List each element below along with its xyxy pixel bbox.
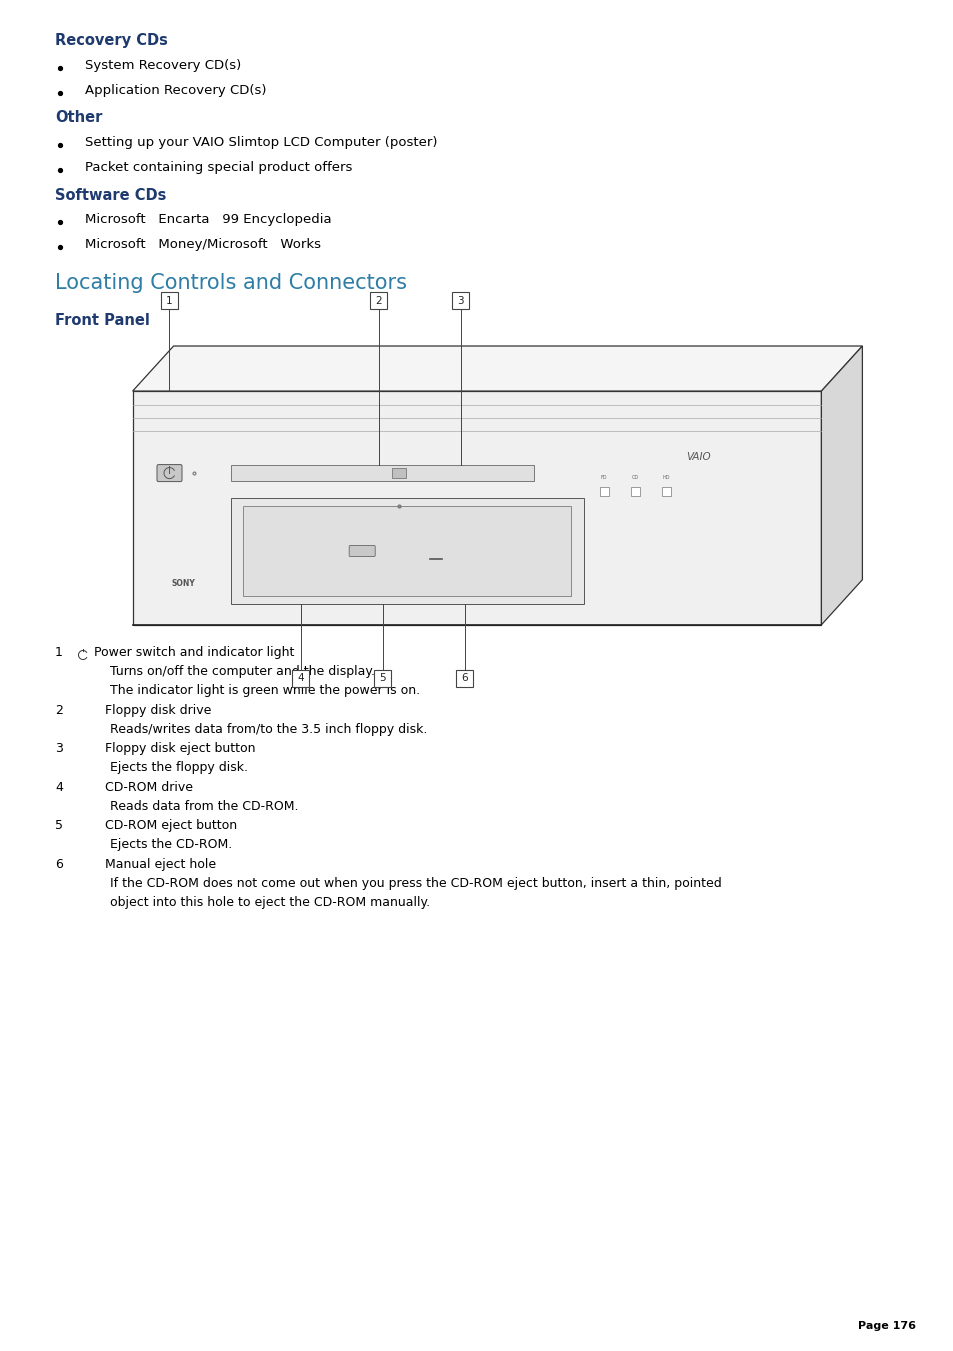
- Text: 2: 2: [55, 704, 63, 717]
- Text: CD-ROM eject button: CD-ROM eject button: [105, 819, 237, 832]
- Text: Packet containing special product offers: Packet containing special product offers: [85, 161, 352, 174]
- Bar: [231, 497, 583, 604]
- Text: object into this hole to eject the CD-ROM manually.: object into this hole to eject the CD-RO…: [110, 896, 430, 909]
- Text: 1: 1: [166, 296, 172, 305]
- Text: VAIO: VAIO: [685, 451, 710, 462]
- Text: Ejects the CD-ROM.: Ejects the CD-ROM.: [110, 838, 232, 851]
- Text: CD-ROM drive: CD-ROM drive: [105, 781, 193, 794]
- Text: Application Recovery CD(s): Application Recovery CD(s): [85, 84, 266, 97]
- Text: Reads/writes data from/to the 3.5 inch floppy disk.: Reads/writes data from/to the 3.5 inch f…: [110, 723, 427, 736]
- Bar: [231, 465, 534, 481]
- Text: 3: 3: [55, 742, 63, 755]
- Text: 2: 2: [375, 296, 381, 305]
- Text: HD: HD: [662, 474, 669, 480]
- Bar: [392, 467, 406, 478]
- Text: 5: 5: [379, 673, 386, 684]
- Text: SONY: SONY: [172, 580, 195, 588]
- Text: Software CDs: Software CDs: [55, 188, 166, 203]
- Polygon shape: [132, 390, 821, 624]
- Text: 5: 5: [55, 819, 63, 832]
- FancyBboxPatch shape: [661, 488, 670, 496]
- Text: 4: 4: [55, 781, 63, 794]
- Text: Other: Other: [55, 109, 102, 126]
- Text: Recovery CDs: Recovery CDs: [55, 32, 168, 49]
- Text: Ejects the floppy disk.: Ejects the floppy disk.: [110, 761, 248, 774]
- Text: Locating Controls and Connectors: Locating Controls and Connectors: [55, 273, 407, 293]
- Text: 6: 6: [55, 858, 63, 871]
- Text: Reads data from the CD-ROM.: Reads data from the CD-ROM.: [110, 800, 298, 813]
- Text: Manual eject hole: Manual eject hole: [105, 858, 216, 871]
- Text: 3: 3: [456, 296, 463, 305]
- Bar: [243, 505, 571, 596]
- Text: Microsoft   Encarta   99 Encyclopedia: Microsoft Encarta 99 Encyclopedia: [85, 213, 332, 226]
- FancyBboxPatch shape: [599, 488, 608, 496]
- Text: 6: 6: [461, 673, 468, 684]
- Polygon shape: [132, 346, 862, 390]
- Text: The indicator light is green while the power is on.: The indicator light is green while the p…: [110, 684, 419, 697]
- FancyBboxPatch shape: [157, 465, 182, 481]
- Bar: [452, 292, 469, 309]
- Polygon shape: [821, 346, 862, 624]
- Text: Power switch and indicator light: Power switch and indicator light: [93, 646, 294, 659]
- Bar: [292, 670, 309, 686]
- FancyBboxPatch shape: [349, 546, 375, 557]
- Text: 4: 4: [297, 673, 304, 684]
- Text: Floppy disk eject button: Floppy disk eject button: [105, 742, 255, 755]
- Text: Front Panel: Front Panel: [55, 313, 150, 328]
- Text: If the CD-ROM does not come out when you press the CD-ROM eject button, insert a: If the CD-ROM does not come out when you…: [110, 877, 721, 890]
- Bar: [374, 670, 391, 686]
- Bar: [370, 292, 387, 309]
- Bar: [161, 292, 178, 309]
- Text: FD: FD: [600, 474, 607, 480]
- Text: System Recovery CD(s): System Recovery CD(s): [85, 59, 241, 72]
- Text: 1: 1: [55, 646, 63, 659]
- FancyBboxPatch shape: [630, 488, 639, 496]
- Text: Turns on/off the computer and the display.: Turns on/off the computer and the displa…: [110, 665, 375, 678]
- Text: Floppy disk drive: Floppy disk drive: [105, 704, 212, 717]
- Bar: [456, 670, 473, 686]
- Text: CD: CD: [631, 474, 639, 480]
- Text: Setting up your VAIO Slimtop LCD Computer (poster): Setting up your VAIO Slimtop LCD Compute…: [85, 136, 437, 149]
- Text: Page 176: Page 176: [857, 1321, 915, 1331]
- Text: Microsoft   Money/Microsoft   Works: Microsoft Money/Microsoft Works: [85, 238, 320, 251]
